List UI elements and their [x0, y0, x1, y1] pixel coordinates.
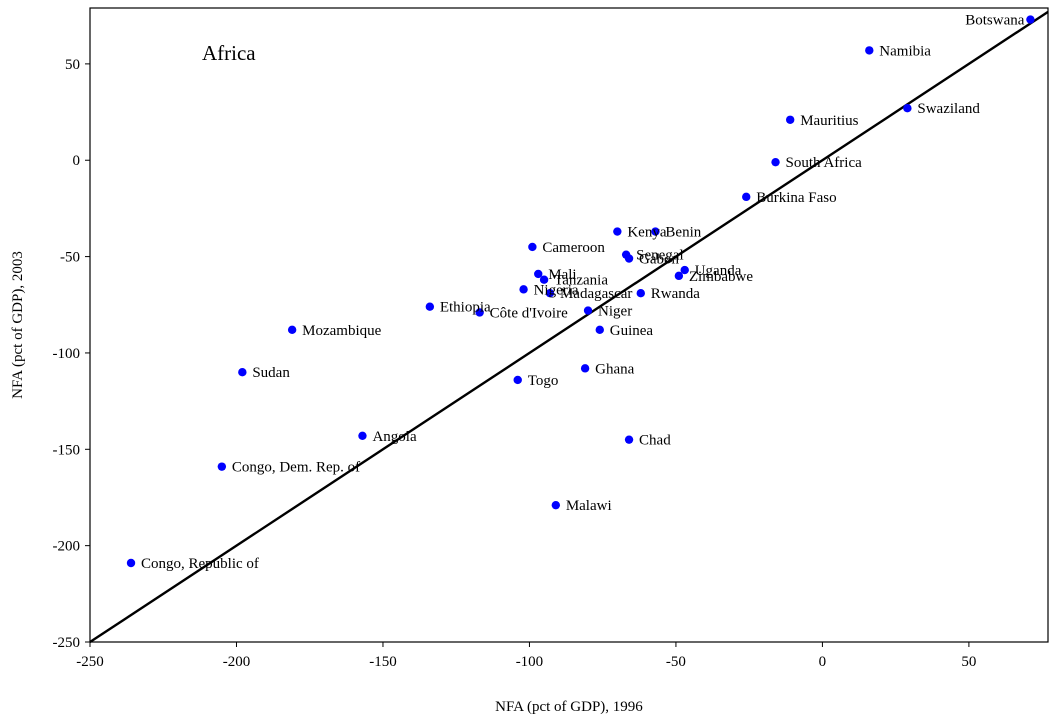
data-points — [126, 15, 1035, 568]
point-label: Madagascar — [560, 286, 632, 302]
point-labels: Botswana Namibia Swaziland Mauritius South A… — [141, 13, 1025, 572]
point-label: South Africa — [786, 155, 863, 171]
data-point — [785, 115, 795, 124]
point-label: Benin — [665, 225, 701, 241]
y-tick-label: 0 — [73, 153, 81, 169]
point-label: Burkina Faso — [756, 190, 836, 206]
y-tick-label: 50 — [65, 57, 80, 73]
plot-area — [89, 7, 1049, 644]
data-point — [595, 325, 604, 335]
point-label: Namibia — [879, 43, 931, 59]
y-axis: -250 -200 -150 -100 -50 0 50 — [53, 57, 90, 651]
data-point — [624, 435, 634, 444]
data-point — [358, 431, 367, 441]
data-point — [674, 271, 684, 281]
point-label: Uganda — [695, 263, 742, 279]
data-point — [742, 192, 751, 202]
point-label: Mozambique — [302, 323, 381, 339]
x-tick-label: -250 — [76, 654, 104, 670]
data-point — [513, 375, 522, 385]
point-label: Tanzania — [554, 273, 608, 289]
y-tick-label: -150 — [53, 442, 81, 458]
x-tick-label: -100 — [516, 654, 544, 670]
point-label: Zimbabwe — [689, 269, 753, 285]
x-tick-label: 0 — [819, 654, 827, 670]
y-tick-label: -100 — [53, 346, 81, 362]
point-label: Ethiopia — [440, 300, 491, 316]
point-label: Congo, Dem. Rep. of — [232, 460, 360, 476]
data-point — [865, 46, 874, 55]
point-label: Mauritius — [800, 113, 858, 129]
point-label: Togo — [528, 373, 559, 389]
data-point — [539, 275, 549, 284]
y-tick-label: -200 — [53, 539, 81, 555]
data-point — [528, 242, 537, 252]
data-point — [475, 308, 484, 317]
point-label: Côte d'Ivoire — [490, 305, 568, 321]
data-point — [534, 269, 543, 279]
point-label: Rwanda — [651, 286, 700, 302]
x-tick-label: -50 — [666, 654, 686, 670]
data-point — [126, 558, 136, 568]
plot-frame — [89, 7, 1049, 643]
data-point — [680, 265, 689, 275]
x-tick-label: -150 — [369, 654, 397, 670]
point-label: Niger — [598, 304, 632, 320]
region-annotation: Africa — [202, 41, 256, 65]
x-tick-label: -200 — [223, 654, 251, 670]
data-point — [217, 462, 227, 471]
data-point — [580, 364, 590, 373]
point-label: Ghana — [595, 361, 634, 377]
point-label: Senegal — [636, 248, 683, 264]
point-label: Congo, Republic of — [141, 556, 259, 572]
data-point — [624, 254, 634, 263]
data-point — [636, 289, 645, 298]
data-point — [651, 227, 660, 236]
y-axis-label: NFA (pct of GDP), 2003 — [10, 251, 26, 399]
point-label: Mali — [548, 267, 576, 283]
data-point — [545, 289, 555, 298]
x-tick-label: 50 — [961, 654, 976, 670]
data-point — [238, 368, 247, 377]
forty-five-degree-line — [89, 10, 1049, 644]
data-point — [287, 325, 297, 335]
data-point — [425, 302, 435, 311]
data-point — [583, 306, 593, 315]
point-label: Botswana — [965, 13, 1025, 29]
data-point — [519, 285, 528, 294]
point-label: Sudan — [252, 365, 290, 381]
x-axis: -250 -200 -150 -100 -50 0 50 — [76, 642, 976, 670]
y-tick-label: -50 — [60, 250, 80, 266]
x-axis-label: NFA (pct of GDP), 1996 — [495, 699, 643, 715]
point-label: Angola — [372, 429, 417, 445]
point-label: Swaziland — [917, 101, 980, 117]
data-point — [551, 500, 561, 510]
point-label: Kenya — [627, 225, 666, 241]
data-point — [903, 104, 912, 113]
point-label: Nigeria — [534, 282, 579, 298]
point-label: Guinea — [610, 323, 654, 339]
data-point — [1026, 15, 1035, 24]
point-label: Gabon — [639, 252, 679, 268]
point-label: Malawi — [566, 498, 612, 514]
data-point — [771, 157, 780, 167]
point-label: Cameroon — [542, 240, 605, 256]
data-point — [613, 227, 622, 236]
point-label: Chad — [639, 433, 671, 449]
y-tick-label: -250 — [53, 635, 81, 651]
